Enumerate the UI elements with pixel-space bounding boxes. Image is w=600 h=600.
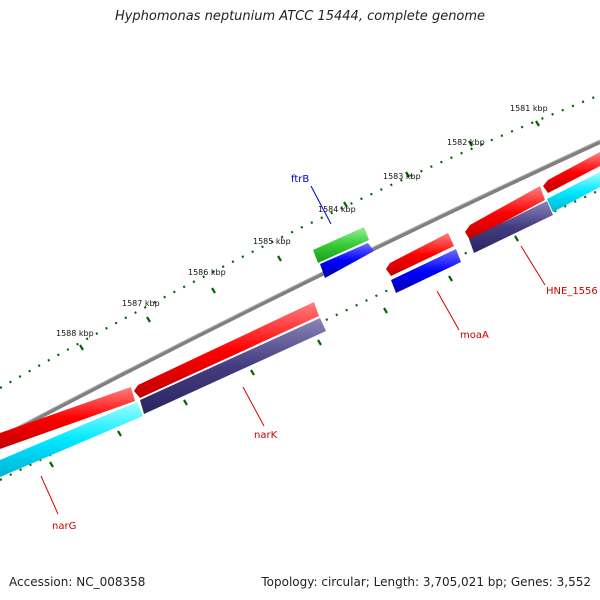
cds-forward-2 xyxy=(134,302,319,398)
genome-backbone xyxy=(0,140,600,440)
inner-major-ticks xyxy=(49,235,519,468)
cds-reverse-1 xyxy=(0,402,143,477)
reverse-cds-track xyxy=(0,172,600,477)
cds-reverse-3 xyxy=(391,249,461,293)
gene-label-narK: narK xyxy=(254,430,278,441)
tick-label-1586: 1586 kbp xyxy=(188,268,226,277)
tick-label-1584: 1584 kbp xyxy=(318,205,356,214)
cds-reverse-5 xyxy=(547,172,600,212)
tick-label-1585: 1585 kbp xyxy=(253,237,291,246)
cds-forward-3 xyxy=(386,233,454,276)
cds-forward-5 xyxy=(543,152,600,193)
tick-label-1583: 1583 kbp xyxy=(383,172,421,181)
cds-ftrB xyxy=(320,243,374,278)
outer-major-ticks xyxy=(79,120,540,351)
accession-label: Accession: NC_008358 xyxy=(9,575,146,589)
cds-forward-1 xyxy=(0,387,135,449)
tick-label-1587: 1587 kbp xyxy=(122,299,160,308)
tick-label-1588: 1588 kbp xyxy=(56,329,94,338)
cds-reverse-2 xyxy=(140,318,326,414)
label-leaders xyxy=(40,185,546,515)
outer-tick-ring xyxy=(0,93,600,389)
gene-label-HNE_1556: HNE_1556 xyxy=(546,286,598,297)
genome-backbone-highlight xyxy=(0,139,600,437)
topology-label: Topology: circular; Length: 3,705,021 bp… xyxy=(261,575,591,589)
forward-cds-track xyxy=(0,152,600,449)
gene-label-moaA: moaA xyxy=(460,330,489,341)
map-title: Hyphomonas neptunium ATCC 15444, complet… xyxy=(114,9,486,24)
gene-label-ftrB: ftrB xyxy=(291,174,309,185)
tick-label-1582: 1582 kbp xyxy=(447,138,485,147)
tick-label-1581: 1581 kbp xyxy=(510,104,548,113)
gene-label-narG: narG xyxy=(52,521,76,532)
rna-feature-green xyxy=(313,227,369,263)
cds-forward-4 xyxy=(465,186,545,240)
cds-reverse-4 xyxy=(469,201,553,253)
